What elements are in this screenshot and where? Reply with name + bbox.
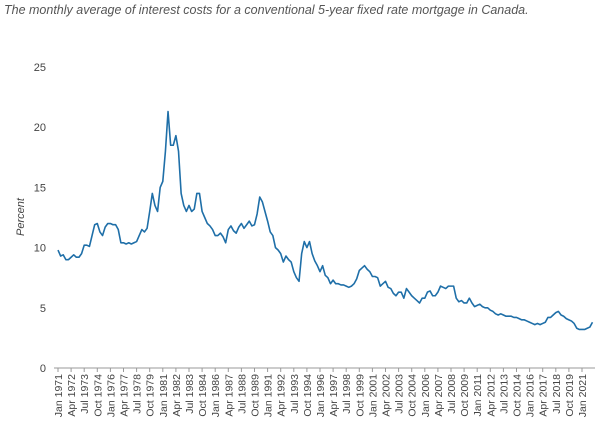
y-tick-label: 0	[40, 363, 46, 375]
x-tick-label: Jan 1981	[158, 374, 170, 417]
x-tick-label: Apr 1982	[171, 374, 183, 417]
x-tick-label: Jul 2013	[498, 374, 510, 414]
x-tick-label: Jul 1998	[341, 374, 353, 414]
x-tick-label: Jan 1976	[105, 374, 117, 417]
x-tick-label: Apr 1977	[119, 374, 131, 417]
x-tick-label: Jul 2003	[394, 374, 406, 414]
x-tick-label: Apr 2012	[485, 374, 497, 417]
x-tick-label: Apr 1987	[223, 374, 235, 417]
y-tick-label: 25	[34, 62, 46, 74]
x-tick-label: Jul 1993	[289, 374, 301, 414]
x-tick-label: Jan 2001	[367, 374, 379, 417]
x-tick-label: Jan 2011	[472, 374, 484, 417]
y-tick-label: 10	[34, 243, 46, 255]
x-tick-label: Oct 1984	[197, 374, 209, 417]
data-line	[57, 110, 594, 331]
x-tick-label: Jul 2008	[446, 374, 458, 414]
x-tick-label: Jul 2018	[551, 374, 563, 414]
x-tick-label: Apr 1992	[276, 374, 288, 417]
x-tick-label: Oct 1999	[354, 374, 366, 417]
x-tick-label: Apr 2017	[538, 374, 550, 417]
x-tick-label: Jul 1983	[184, 374, 196, 414]
x-tick-label: Jan 2021	[577, 374, 589, 417]
x-tick-label: Jan 2016	[525, 374, 537, 417]
y-tick-label: 15	[34, 182, 46, 194]
x-tick-label: Apr 2002	[381, 374, 393, 417]
x-tick-label: Jan 2006	[420, 374, 432, 417]
x-tick-label: Jan 1996	[315, 374, 327, 417]
x-tick-label: Oct 1989	[250, 374, 262, 417]
y-tick-label: 20	[34, 122, 46, 134]
x-tick-label: Oct 2004	[407, 374, 419, 417]
x-tick-label: Jan 1971	[53, 374, 65, 417]
x-tick-label: Oct 2014	[512, 374, 524, 417]
chart-title: The monthly average of interest costs fo…	[4, 3, 529, 17]
x-tick-label: Oct 1979	[145, 374, 157, 417]
x-tick-label: Oct 2009	[459, 374, 471, 417]
x-tick-label: Oct 2019	[564, 374, 576, 417]
y-axis-label: Percent	[15, 197, 27, 236]
x-tick-label: Jul 1978	[132, 374, 144, 414]
x-tick-label: Apr 1972	[66, 374, 78, 417]
x-tick-label: Jan 1986	[210, 374, 222, 417]
x-tick-label: Apr 1997	[328, 374, 340, 417]
y-tick-label: 5	[40, 303, 46, 315]
x-tick-label: Jul 1973	[79, 374, 91, 414]
x-tick-label: Oct 1974	[92, 374, 104, 417]
x-tick-label: Jul 1988	[236, 374, 248, 414]
x-tick-label: Jan 1991	[263, 374, 275, 417]
x-tick-label: Oct 1994	[302, 374, 314, 417]
x-tick-label: Apr 2007	[433, 374, 445, 417]
